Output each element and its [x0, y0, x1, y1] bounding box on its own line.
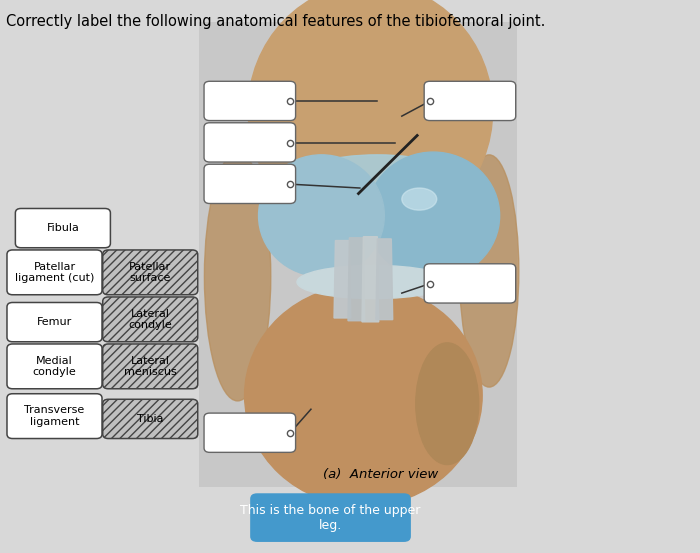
FancyBboxPatch shape	[103, 399, 198, 439]
Text: Transverse
ligament: Transverse ligament	[25, 405, 85, 427]
Ellipse shape	[204, 152, 271, 401]
Ellipse shape	[297, 265, 451, 299]
FancyBboxPatch shape	[424, 264, 516, 303]
FancyBboxPatch shape	[15, 208, 111, 248]
Ellipse shape	[367, 152, 500, 279]
Text: Tibia: Tibia	[137, 414, 164, 424]
Text: Lateral
meniscus: Lateral meniscus	[124, 356, 176, 377]
Ellipse shape	[248, 0, 493, 238]
Text: (a)  Anterior view: (a) Anterior view	[323, 468, 438, 481]
FancyBboxPatch shape	[103, 250, 198, 295]
Text: Femur: Femur	[37, 317, 72, 327]
FancyBboxPatch shape	[199, 22, 517, 487]
Text: Patellar
surface: Patellar surface	[130, 262, 172, 283]
Text: Patellar
ligament (cut): Patellar ligament (cut)	[15, 262, 94, 283]
Ellipse shape	[258, 155, 384, 276]
Ellipse shape	[290, 155, 465, 210]
Text: This is the bone of the upper
leg.: This is the bone of the upper leg.	[240, 504, 421, 531]
Ellipse shape	[244, 285, 482, 506]
Polygon shape	[334, 241, 351, 318]
FancyBboxPatch shape	[204, 81, 295, 121]
Text: Lateral
condyle: Lateral condyle	[128, 309, 172, 330]
FancyBboxPatch shape	[204, 413, 295, 452]
FancyBboxPatch shape	[7, 344, 102, 389]
Text: Correctly label the following anatomical features of the tibiofemoral joint.: Correctly label the following anatomical…	[6, 14, 545, 29]
FancyBboxPatch shape	[250, 493, 411, 542]
FancyBboxPatch shape	[7, 394, 102, 439]
Polygon shape	[348, 238, 365, 321]
FancyBboxPatch shape	[204, 123, 295, 162]
Polygon shape	[362, 237, 379, 322]
FancyBboxPatch shape	[103, 344, 198, 389]
Ellipse shape	[459, 155, 519, 387]
Polygon shape	[376, 239, 393, 320]
FancyBboxPatch shape	[204, 164, 295, 204]
Text: Medial
condyle: Medial condyle	[33, 356, 76, 377]
FancyBboxPatch shape	[424, 81, 516, 121]
Text: Fibula: Fibula	[46, 223, 79, 233]
Ellipse shape	[402, 188, 437, 210]
FancyBboxPatch shape	[7, 250, 102, 295]
Ellipse shape	[416, 343, 479, 465]
FancyBboxPatch shape	[7, 302, 102, 342]
FancyBboxPatch shape	[103, 297, 198, 342]
